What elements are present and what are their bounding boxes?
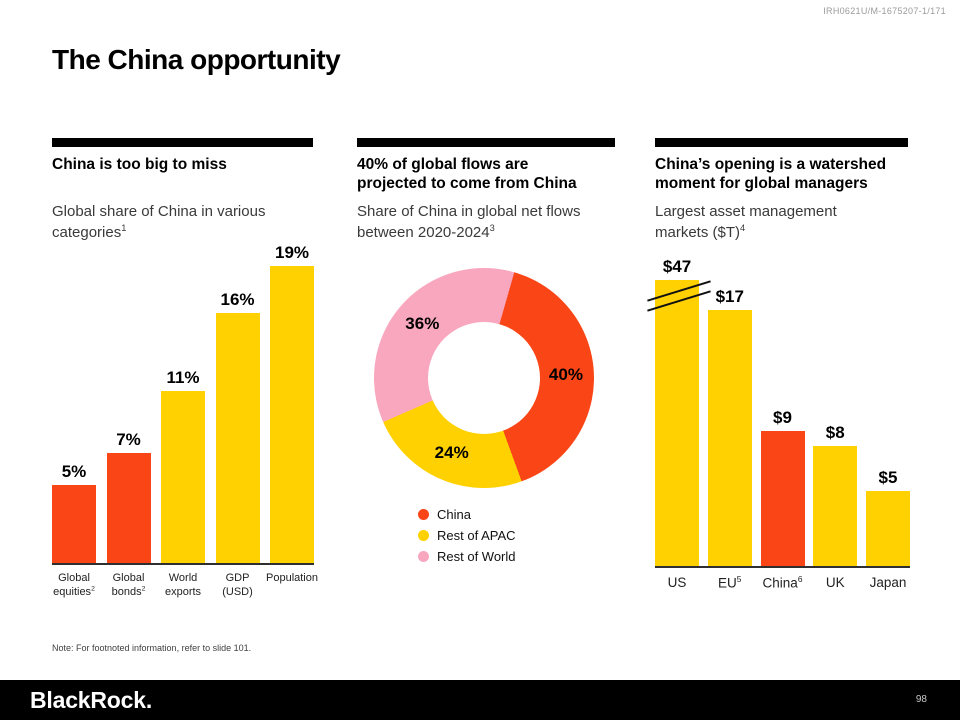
bar (707, 310, 752, 566)
bar-value-label: $5 (878, 468, 898, 487)
x-axis-label: China6 (761, 574, 805, 604)
x-axis-label-text: US (667, 575, 687, 590)
bar-group: 11% (161, 368, 205, 563)
footer-bar: BlackRock. 98 (0, 680, 960, 720)
x-axis-label-text: World exports (164, 572, 202, 599)
donut-slice-label: 36% (405, 313, 440, 333)
bar-group: $47 (655, 257, 699, 566)
bar-group: 19% (270, 243, 314, 563)
footnote-marker: 3 (489, 223, 495, 234)
x-axis-label-text: Global equities2 (53, 572, 95, 599)
donut-hole (428, 322, 540, 434)
panel-middle-heading: 40% of global flows are projected to com… (357, 156, 577, 192)
bar-value-label: $9 (773, 408, 792, 427)
bar (760, 431, 805, 566)
blackrock-logo: BlackRock. (30, 687, 153, 713)
panel-middle: 40% of global flows are projected to com… (357, 138, 615, 244)
bar-value-label: 5% (61, 462, 87, 481)
x-axis-label-text: UK (825, 575, 845, 590)
panel-right: China’s opening is a watershed moment fo… (655, 138, 908, 244)
subtitle-text: Global share of China in various categor… (52, 203, 266, 242)
x-axis-label-text: China6 (762, 574, 803, 591)
page-number: 98 (915, 694, 927, 705)
bar-group: $17 (707, 287, 752, 566)
footnote-marker: 1 (121, 223, 127, 234)
panel-left-heading: China is too big to miss (52, 156, 227, 173)
x-axis-label: EU5 (708, 574, 752, 604)
x-axis-label: Global equities2 (52, 571, 96, 601)
bar-chart-asset-markets: $47 $17 $9 $8 $5 US EU5 China6 UK Japan (647, 250, 910, 591)
x-axis-label: US (655, 574, 699, 604)
subtitle-text: Largest asset management markets ($T) (655, 203, 837, 242)
bar-chart-global-share: 5% 7% 11% 16% 19% Global equities2 Global bonds2… (52, 243, 318, 598)
donut-chart-net-flows: 40% 24% 36% (374, 268, 594, 488)
bar-group: 16% (215, 290, 260, 563)
bar (215, 313, 260, 563)
bar-value-label: $8 (825, 423, 845, 442)
panel-middle-subtitle: Share of China in global net flows betwe… (357, 202, 615, 244)
x-axis-label-text: Global bonds2 (111, 572, 146, 599)
legend-item: Rest of APAC (418, 527, 516, 543)
document-id: IRH0621U/M-1675207-1/171 (823, 6, 946, 16)
bar-value-label: 11% (166, 368, 200, 387)
x-axis-label: Japan (866, 574, 910, 604)
subtitle-text: Share of China in global net flows betwe… (357, 203, 581, 242)
x-axis-label: UK (813, 574, 857, 604)
x-axis-label-text: Japan (869, 575, 907, 590)
legend-swatch (418, 550, 429, 562)
header-rule (655, 138, 908, 147)
bar-value-label: 19% (274, 243, 310, 262)
bar (161, 391, 205, 563)
donut-legend: China Rest of APAC Rest of World (418, 507, 516, 570)
x-axis-label: World exports (161, 571, 205, 601)
bar-group: 5% (52, 462, 96, 563)
legend-label: Rest of World (437, 548, 516, 564)
bar-plot: 5% 7% 11% 16% 19% (52, 243, 314, 563)
legend-item: Rest of World (418, 548, 516, 564)
x-axis-label: Population (266, 571, 318, 601)
donut-slice-label: 24% (434, 443, 469, 463)
legend-label: China (437, 506, 471, 522)
legend-label: Rest of APAC (437, 527, 516, 543)
x-axis-labels: US EU5 China6 UK Japan (655, 574, 910, 604)
bar (655, 280, 699, 566)
bar (270, 266, 314, 563)
header-rule (52, 138, 313, 147)
bar (106, 453, 151, 563)
x-axis-label: Global bonds2 (107, 571, 151, 601)
legend-swatch (418, 508, 429, 520)
panel-right-subtitle: Largest asset management markets ($T)4 (655, 202, 870, 244)
x-axis-labels: Global equities2 Global bonds2 World exports G… (52, 571, 318, 601)
footnote: Note: For footnoted information, refer t… (52, 643, 252, 653)
donut-slice-label: 40% (548, 365, 583, 385)
bar (52, 485, 96, 563)
bar (866, 491, 910, 566)
bar-value-label: $47 (662, 257, 692, 276)
legend-item: China (418, 506, 516, 522)
bar-group: $8 (813, 423, 858, 566)
x-axis-label-text: Population (266, 572, 318, 584)
bar-value-label: 16% (220, 290, 255, 309)
bar-value-label: $17 (715, 287, 744, 306)
panel-right-heading: China’s opening is a watershed moment fo… (655, 156, 887, 192)
x-axis-label-text: EU5 (718, 574, 742, 591)
bar-value-label: 7% (116, 430, 141, 449)
bar-group: $5 (866, 468, 910, 566)
bar-group: 7% (106, 430, 151, 563)
panel-left-subtitle: Global share of China in various categor… (52, 202, 313, 244)
bar-plot: $47 $17 $9 $8 $5 (655, 250, 910, 566)
header-rule (357, 138, 615, 147)
x-axis-label-text: GDP (USD) (222, 572, 253, 599)
page-title: The China opportunity (52, 44, 341, 75)
x-axis-label: GDP (USD) (216, 571, 260, 601)
bar (813, 446, 858, 566)
footnote-marker: 4 (740, 223, 746, 234)
legend-swatch (418, 529, 429, 541)
panel-left: China is too big to miss Global share of… (52, 138, 313, 244)
bar-group: $9 (760, 408, 805, 566)
